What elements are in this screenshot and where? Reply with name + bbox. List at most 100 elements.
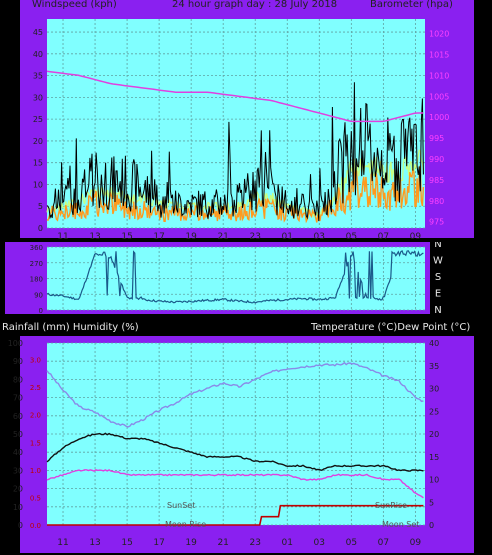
rainfall-line [47,504,424,526]
temp-y-tick-label: 40 [429,339,439,348]
wind-y-tick-label: 15 [33,159,43,168]
wind-y-tick-label: 30 [33,93,43,102]
temperature-humidity-chart: 11 13 15 17 19 21 23 01 03 05 07 090102030405060708… [0,336,492,555]
wind-x-tick-label: 15 [121,232,132,240]
rain-y-tick-label: 1.5 [30,439,41,447]
temperature-line [46,432,424,472]
temp-x-tick-label: 23 [249,538,260,548]
baro-y-tick-label: 995 [429,134,444,143]
temp-x-tick-label: 07 [378,538,389,548]
baro-y-tick-label: 990 [429,155,444,164]
wind-y-tick-label: 5 [38,202,43,211]
humidity-y-tick-label: 80 [13,375,23,384]
humidity-y-tick-label: 50 [13,430,23,439]
baro-y-tick-label: 1005 [429,92,449,101]
wind-y-tick-label: 20 [33,137,43,146]
temp-title-right: Temperature (°C)Dew Point (°C) [311,322,471,333]
wind-x-tick-label: 17 [153,232,164,240]
wind-x-tick-label: 21 [217,232,228,240]
wind-y-tick-label: 35 [33,72,43,81]
wind-x-tick-label: 13 [89,232,100,240]
baro-y-tick-label: 1010 [429,71,449,80]
rain-y-tick-label: 3.0 [30,357,41,365]
wind-x-tick-label: 07 [378,232,389,240]
temp-y-tick-label: 20 [429,430,439,439]
humidity-y-tick-label: 30 [13,466,23,475]
temp-x-tick-label: 19 [185,538,197,548]
wind-x-tick-label: 19 [185,232,197,240]
temp-x-tick-label: 01 [282,538,293,548]
wind-x-tick-label: 23 [249,232,260,240]
humidity-y-tick-label: 90 [13,357,23,366]
rain-y-tick-label: 2.0 [30,412,41,420]
temp-x-tick-label: 15 [121,538,132,548]
temp-y-tick-label: 5 [429,498,434,507]
rain-y-tick-label: 0.5 [30,494,41,502]
humidity-y-tick-label: 20 [13,485,23,494]
sunrise-label: SunRise [375,501,407,510]
wind-y-tick-label: 40 [33,50,43,59]
sunset-label: SunSet [167,501,195,510]
temp-y-tick-label: 15 [429,453,439,462]
humidity-y-tick-label: 10 [13,503,23,512]
dir-y-tick-label: 270 [30,260,43,268]
temp-y-tick-label: 25 [429,407,439,416]
wind-y-tick-label: 25 [33,115,43,124]
baro-y-tick-label: 985 [429,176,444,185]
baro-y-tick-label: 975 [429,218,444,227]
humidity-y-tick-label: 40 [13,448,23,457]
temp-x-tick-label: 05 [346,538,357,548]
baro-y-tick-label: 1020 [429,30,449,39]
wind-x-tick-label: 01 [282,232,293,240]
temp-x-tick-label: 17 [153,538,164,548]
rain-y-tick-label: 0.0 [30,522,41,530]
compass-label: S [435,272,441,283]
humidity-line [46,361,424,428]
temp-title-left: Rainfall (mm) Humidity (%) [2,322,139,333]
humidity-y-tick-label: 70 [13,394,23,403]
wind-x-tick-label: 05 [346,232,357,240]
compass-label: E [435,289,441,300]
compass-label: N [434,242,441,250]
wind-title-right: Barometer (hpa) [370,0,453,10]
humidity-y-tick-label: 0 [18,521,23,530]
wind-title-center: 24 hour graph day : 28 July 2018 [172,0,338,10]
wind-x-tick-label: 03 [314,232,325,240]
temp-x-tick-label: 21 [217,538,228,548]
temp-y-tick-label: 10 [429,476,439,485]
rain-y-tick-label: 2.5 [30,384,41,392]
moonrise-label: Moon Rise [165,520,206,529]
humidity-y-tick-label: 60 [13,412,23,421]
compass-label: W [433,256,443,267]
wind-y-tick-label: 45 [33,28,43,37]
dir-y-tick-label: 90 [34,291,43,299]
temp-x-tick-label: 13 [89,538,100,548]
temp-x-tick-label: 03 [314,538,325,548]
baro-y-tick-label: 980 [429,197,444,206]
moonset-label: Moon Set [382,520,419,529]
wind-x-tick-label: 09 [410,232,422,240]
compass-label: N [434,305,441,316]
temp-x-tick-label: 09 [410,538,422,548]
baro-y-tick-label: 1015 [429,51,449,60]
baro-y-tick-label: 1000 [429,113,449,122]
temp-y-tick-label: 35 [429,362,439,371]
humidity-y-tick-label: 100 [8,339,23,348]
temp-y-tick-label: 0 [429,521,434,530]
temp-y-tick-label: 30 [429,385,439,394]
wind-speed-line [46,82,424,222]
wind-y-tick-label: 10 [33,180,43,189]
dir-y-tick-label: 0 [39,307,43,315]
dir-y-tick-label: 180 [30,276,43,284]
barometer-line [46,70,424,123]
temp-x-tick-label: 11 [57,538,68,548]
wind-barometer-chart: 11 13 15 17 19 21 23 01 03 05 07 090510152025303540… [0,0,492,240]
dir-y-tick-label: 360 [30,244,43,252]
dew-point-line [46,469,424,499]
wind-title-left: Windspeed (kph) [32,0,117,10]
wind-direction-line [46,249,424,304]
wind-x-tick-label: 11 [57,232,68,240]
wind-y-tick-label: 0 [38,224,43,233]
